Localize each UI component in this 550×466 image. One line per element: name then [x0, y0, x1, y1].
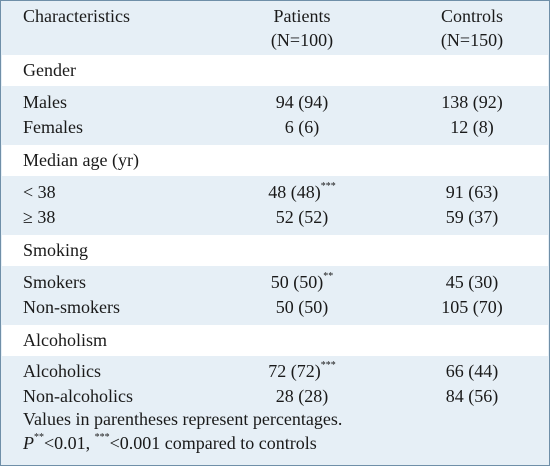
significance-marker: **: [323, 271, 334, 282]
row-label: Non-alcoholics: [23, 386, 133, 406]
section-title-alcoholism: Alcoholism: [23, 330, 107, 350]
patients-value: 48 (48)***: [268, 181, 336, 203]
controls-value: 91 (63): [445, 182, 499, 202]
patients-value: 6 (6): [284, 117, 320, 137]
patients-value: 94 (94): [275, 92, 329, 112]
significance-marker: ***: [320, 181, 336, 192]
patients-value: 72 (72)***: [268, 360, 336, 382]
controls-value: 66 (44): [445, 361, 499, 381]
patients-value: 28 (28): [275, 386, 329, 406]
section-body-gender: Males 94 (94) 138 (92) Females 6 (6) 12 …: [2, 86, 548, 145]
section-title-row: Gender: [2, 55, 548, 86]
section-title-median-age: Median age (yr): [23, 150, 139, 170]
significance-marker: ***: [320, 360, 336, 371]
controls-value: 105 (70): [441, 297, 503, 317]
section-title-smoking: Smoking: [23, 240, 89, 260]
controls-value: 138 (92): [441, 92, 503, 112]
row-label: < 38: [23, 182, 56, 202]
controls-value: 84 (56): [445, 386, 499, 406]
footnote-significance: P**<0.01, ***<0.001 compared to controls: [23, 432, 317, 454]
patients-value: 50 (50): [275, 297, 329, 317]
row-label: Females: [23, 117, 83, 137]
footnote-percentages: Values in parentheses represent percenta…: [23, 409, 343, 429]
section-body-alcoholism: Alcoholics 72 (72)*** 66 (44) Non-alcoho…: [2, 356, 548, 465]
header-controls-title: Controls: [440, 6, 503, 26]
section-title-row: Median age (yr): [2, 145, 548, 176]
section-title-gender: Gender: [23, 60, 76, 80]
section-body-smoking: Smokers 50 (50)** 45 (30) Non-smokers 50…: [2, 266, 548, 325]
header-controls-n: (N=150): [440, 30, 504, 50]
row-label: Alcoholics: [23, 361, 101, 381]
header-characteristics: Characteristics: [23, 6, 130, 26]
row-label: ≥ 38: [23, 207, 56, 227]
section-title-row: Alcoholism: [2, 325, 548, 356]
controls-value: 59 (37): [445, 207, 499, 227]
row-label: Smokers: [23, 272, 86, 292]
section-title-row: Smoking: [2, 235, 548, 266]
row-label: Males: [23, 92, 67, 112]
controls-value: 45 (30): [445, 272, 499, 292]
section-body-median-age: < 38 48 (48)*** 91 (63) ≥ 38 52 (52) 59 …: [2, 176, 548, 235]
header-patients: Patients (N=100): [232, 4, 372, 52]
patients-value: 50 (50)**: [270, 271, 334, 293]
header-controls: Controls (N=150): [397, 4, 547, 52]
header-patients-n: (N=100): [270, 30, 334, 50]
header-patients-title: Patients: [273, 6, 331, 26]
table-header: Characteristics Patients (N=100) Control…: [2, 1, 548, 55]
controls-value: 12 (8): [450, 117, 494, 137]
row-label: Non-smokers: [23, 297, 120, 317]
patients-value: 52 (52): [275, 207, 329, 227]
